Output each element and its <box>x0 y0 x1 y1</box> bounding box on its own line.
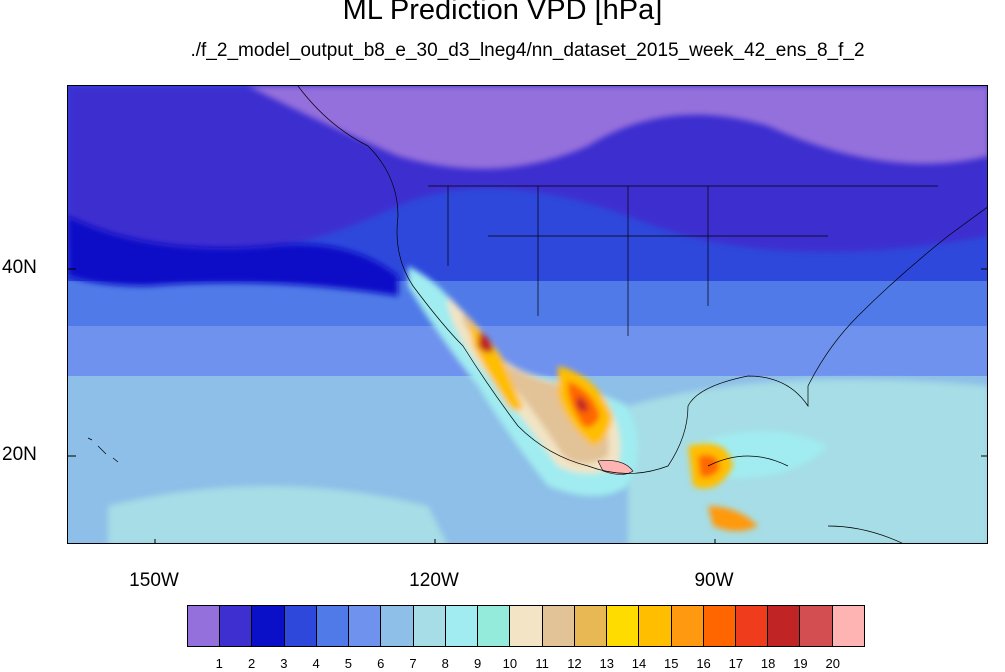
colorbar-tick-label: 4 <box>312 656 320 671</box>
hotspot-max <box>597 460 634 475</box>
map-panel <box>67 85 988 544</box>
colorbar-labels: 1 2 3 4 5 6 7 8 9 10 11 12 13 14 15 16 17 18 19 20 <box>0 656 1005 672</box>
colorbar-box <box>381 606 414 646</box>
map-ticks <box>68 268 987 543</box>
colorbar-tick-label: 18 <box>760 656 776 671</box>
colorbar-box <box>542 606 575 646</box>
colorbar-tick-label: 17 <box>728 656 744 671</box>
map-subtitle: ./f_2_model_output_b8_e_30_d3_lneg4/nn_d… <box>190 40 865 61</box>
field-band-3 <box>68 216 398 296</box>
colorbar-tick-label: 14 <box>631 656 647 671</box>
colorbar-tick-label: 5 <box>344 656 353 671</box>
colorbar <box>187 605 865 647</box>
lon-label-120w: 120W <box>409 570 459 591</box>
colorbar-tick-label: 16 <box>696 656 711 671</box>
colorbar-box <box>188 606 221 646</box>
colorbar-tick-label: 2 <box>247 656 256 671</box>
colorbar-tick-label: 3 <box>280 656 288 671</box>
colorbar-box <box>703 606 736 646</box>
lon-label-90w: 90W <box>694 570 734 591</box>
colorbar-tick-label: 19 <box>793 656 808 671</box>
colorbar-tick-label: 9 <box>473 656 482 671</box>
vpd-field <box>68 86 987 543</box>
field-band-1 <box>68 86 987 169</box>
colorbar-box <box>445 606 479 646</box>
colorbar-tick-label: 15 <box>664 656 679 671</box>
colorbar-box <box>284 606 317 646</box>
colorbar-box <box>800 606 833 646</box>
colorbar-box <box>768 606 801 646</box>
colorbar-box <box>832 606 864 646</box>
field-band-8a <box>108 486 447 543</box>
colorbar-box <box>478 606 511 646</box>
colorbar-box <box>349 606 382 646</box>
colorbar-box <box>316 606 350 646</box>
colorbar-tick-label: 10 <box>502 656 518 671</box>
colorbar-tick-label: 6 <box>377 656 385 671</box>
colorbar-box <box>607 606 640 646</box>
colorbar-box <box>413 606 446 646</box>
colorbar-tick-label: 13 <box>599 656 614 671</box>
colorbar-tick-label: 7 <box>409 656 417 671</box>
colorbar-tick-label: 11 <box>535 656 549 671</box>
colorbar-tick-label: 1 <box>215 656 223 671</box>
colorbar-box <box>510 606 543 646</box>
colorbar-box <box>671 606 704 646</box>
colorbar-box <box>252 606 285 646</box>
colorbar-tick-label: 12 <box>567 656 582 671</box>
field-band-2 <box>68 86 987 260</box>
coastlines <box>87 86 987 543</box>
colorbar-box <box>735 606 769 646</box>
colorbar-tick-label: 20 <box>825 656 840 671</box>
colorbar-tick-label: 8 <box>441 656 449 671</box>
colorbar-box <box>574 606 608 646</box>
lat-label-40n: 40N <box>2 257 37 278</box>
map-title: ML Prediction VPD [hPa] <box>342 0 663 26</box>
lon-label-150w: 150W <box>129 570 179 591</box>
colorbar-box <box>220 606 253 646</box>
mexico-hotspot <box>408 266 638 496</box>
lat-label-20n: 20N <box>2 444 37 465</box>
colorbar-box <box>639 606 672 646</box>
central-america-hotspot <box>688 443 758 531</box>
